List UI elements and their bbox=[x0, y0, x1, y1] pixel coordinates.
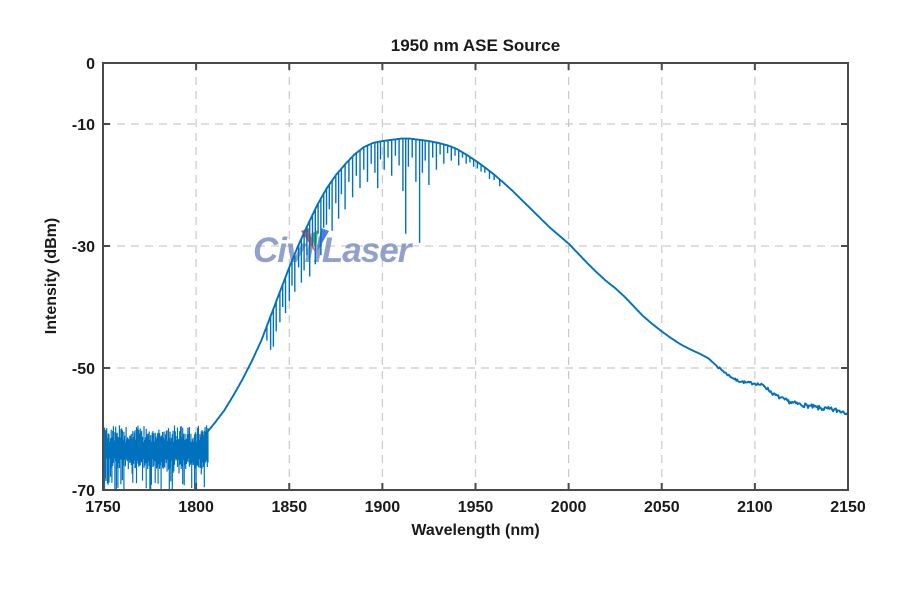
x-tick-label: 2000 bbox=[551, 499, 587, 516]
absorption-spikes-path bbox=[266, 138, 501, 350]
x-tick-label: 1800 bbox=[178, 499, 214, 516]
chart-title: 1950 nm ASE Source bbox=[390, 36, 561, 55]
x-tick-label: 1900 bbox=[365, 499, 401, 516]
x-tick-label: 2100 bbox=[737, 499, 773, 516]
y-tick-label: -50 bbox=[72, 361, 95, 378]
axis-ticks bbox=[102, 62, 849, 491]
y-tick-label: -70 bbox=[72, 483, 95, 500]
spectrum-curve bbox=[206, 137, 849, 434]
y-tick-label: -10 bbox=[72, 117, 95, 134]
x-tick-label: 1950 bbox=[458, 499, 494, 516]
x-tick-label: 1850 bbox=[272, 499, 308, 516]
watermark-text: CivilLaser bbox=[253, 231, 414, 270]
x-tick-label: 1750 bbox=[85, 499, 121, 516]
noise-floor-band bbox=[102, 425, 209, 490]
spectrum-envelope-path bbox=[206, 137, 849, 434]
x-tick-label: 2150 bbox=[830, 499, 866, 516]
axis-tick-labels: 1750 1800 1850 1900 1950 2000 2050 2100 2150 0 -10… bbox=[72, 56, 866, 516]
gridlines bbox=[103, 63, 848, 490]
x-tick-label: 2050 bbox=[644, 499, 680, 516]
x-axis-label: Wavelength (nm) bbox=[411, 522, 540, 539]
y-tick-label: -30 bbox=[72, 239, 95, 256]
y-tick-label: 0 bbox=[86, 56, 95, 73]
noise-floor-path bbox=[102, 425, 209, 490]
watermark-group: CivilLaser bbox=[253, 228, 415, 270]
